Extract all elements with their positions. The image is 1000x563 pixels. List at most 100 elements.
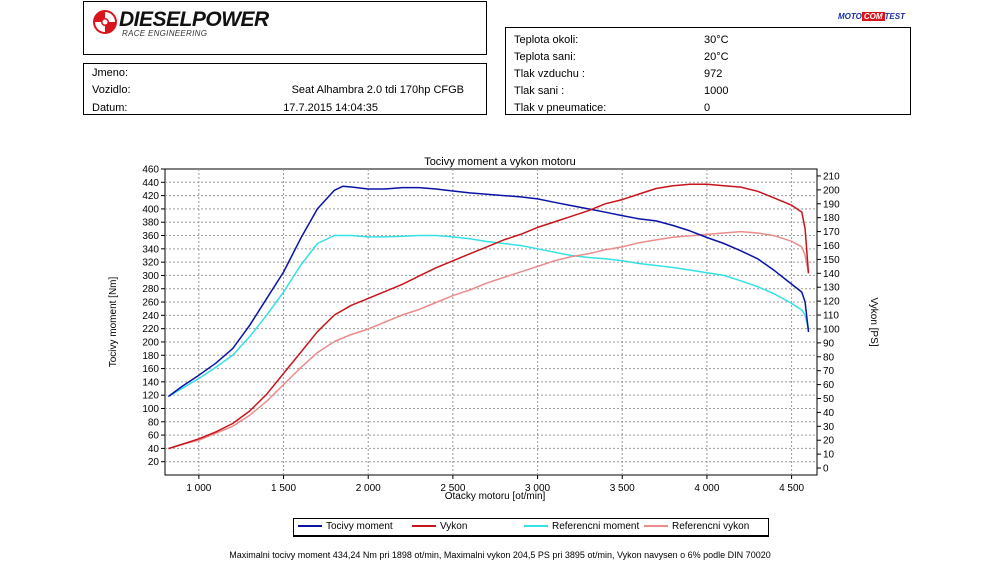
brand-subtitle: RACE ENGINEERING — [122, 29, 208, 38]
right-tick-label: 90 — [823, 338, 835, 349]
left-tick-label: 380 — [142, 218, 159, 229]
right-axis-label: Vykon [PS] — [868, 297, 879, 346]
legend-label: Referencni vykon — [672, 521, 750, 532]
date-value: 17.7.2015 14:04:35 — [283, 102, 378, 114]
left-tick-label: 420 — [142, 191, 159, 202]
legend-item-torque: Tocivy moment — [298, 521, 393, 532]
right-tick-label: 140 — [823, 269, 840, 280]
right-tick-label: 110 — [823, 311, 839, 322]
legend-swatch — [524, 525, 548, 528]
partner-logo-right: TEST — [884, 12, 905, 21]
x-tick-label: 1 500 — [271, 483, 296, 494]
right-tick-label: 130 — [823, 283, 840, 294]
x-tick-label: 2 000 — [356, 483, 381, 494]
legend-swatch — [412, 525, 436, 528]
right-tick-label: 160 — [823, 241, 840, 252]
left-tick-label: 100 — [142, 404, 159, 415]
legend-label: Tocivy moment — [326, 521, 393, 532]
left-tick-label: 140 — [142, 377, 159, 388]
right-tick-label: 210 — [823, 171, 840, 182]
max-values-summary: Maximalni tocivy moment 434,24 Nm pri 18… — [229, 550, 771, 560]
x-tick-label: 4 000 — [694, 483, 719, 494]
left-tick-label: 200 — [142, 337, 159, 348]
right-tick-label: 70 — [823, 366, 835, 377]
left-tick-label: 360 — [142, 231, 159, 242]
plot-frame — [164, 168, 818, 476]
condition-value: 972 — [704, 68, 723, 80]
condition-value: 30°C — [704, 34, 729, 46]
legend-swatch — [644, 525, 668, 528]
left-tick-label: 80 — [148, 417, 160, 428]
vehicle-value: Seat Alhambra 2.0 tdi 170hp CFGB — [291, 84, 464, 96]
right-tick-label: 20 — [823, 436, 835, 447]
conditions-panel: Teplota okoli: 30°C Teplota sani: 20°C T… — [505, 27, 911, 115]
turbo-logo-icon — [93, 10, 117, 34]
condition-label: Tlak sani : — [514, 85, 565, 97]
left-tick-label: 280 — [142, 284, 159, 295]
x-tick-label: 3 000 — [525, 483, 550, 494]
condition-label: Teplota okoli: — [514, 34, 579, 46]
partner-logo-mid: COM — [861, 12, 885, 21]
condition-value: 0 — [704, 102, 711, 114]
series-line-referencni-moment — [168, 234, 810, 398]
right-tick-label: 10 — [823, 450, 835, 461]
right-tick-label: 150 — [823, 255, 840, 266]
partner-logo-left: MOTO — [838, 12, 862, 21]
right-tick-label: 190 — [823, 199, 840, 210]
x-tick-label: 1 000 — [186, 483, 211, 494]
left-tick-label: 180 — [142, 351, 159, 362]
left-tick-label: 440 — [142, 178, 159, 189]
right-tick-label: 50 — [823, 394, 835, 405]
left-tick-label: 460 — [142, 165, 159, 176]
left-tick-label: 300 — [142, 271, 159, 282]
left-tick-label: 120 — [142, 391, 159, 402]
condition-value: 1000 — [704, 85, 729, 97]
legend-swatch — [298, 525, 322, 528]
series-lines — [167, 183, 810, 450]
left-tick-label: 40 — [148, 444, 160, 455]
left-tick-label: 220 — [142, 324, 159, 335]
right-tick-label: 0 — [823, 464, 829, 475]
x-axis-label: Otacky motoru [ot/min] — [445, 491, 546, 502]
left-tick-label: 320 — [142, 258, 159, 269]
name-label: Jmeno: — [92, 67, 129, 79]
right-tick-label: 200 — [823, 185, 840, 196]
legend-item-ref-power: Referencni vykon — [644, 521, 749, 532]
vehicle-label: Vozidlo: — [92, 84, 131, 96]
x-tick-label: 2 500 — [440, 483, 465, 494]
partner-logo: MOTO COM TEST — [838, 12, 905, 21]
series-line-referencni-vykon — [168, 230, 810, 450]
left-tick-label: 20 — [148, 457, 160, 468]
grid-lines — [165, 169, 817, 475]
left-tick-label: 60 — [148, 431, 160, 442]
condition-label: Tlak v pneumatice: — [514, 102, 607, 114]
vehicle-info-panel: Jmeno: Vozidlo: Seat Alhambra 2.0 tdi 17… — [83, 63, 487, 115]
legend-item-power: Vykon — [412, 521, 467, 532]
chart-legend: Tocivy moment Vykon Referencni moment Re… — [293, 518, 769, 537]
series-line-vykon — [168, 183, 810, 450]
legend-label: Referencni moment — [552, 521, 640, 532]
right-tick-label: 100 — [823, 324, 840, 335]
left-tick-labels: 20 40 60 80 100 120 140 160 180 200 220 240 260 280 30… — [142, 165, 165, 468]
date-label: Datum: — [92, 102, 128, 114]
legend-item-ref-torque: Referencni moment — [524, 521, 639, 532]
chart-title: Tocivy moment a vykon motoru — [424, 156, 576, 168]
right-tick-label: 180 — [823, 213, 840, 224]
x-tick-labels: 1 000 1 500 2 000 2 500 3 000 3 500 4 000 4 500 — [186, 475, 805, 494]
brand-name: DIESELPOWER — [119, 8, 269, 31]
right-tick-label: 30 — [823, 422, 835, 433]
right-tick-labels: 0 10 20 30 40 50 60 70 80 90 100 110 120 130 140 150 160… — [817, 171, 840, 475]
right-tick-label: 80 — [823, 352, 835, 363]
right-tick-label: 170 — [823, 227, 840, 238]
left-axis-label: Tocivy moment [Nm] — [108, 276, 119, 367]
right-tick-label: 120 — [823, 297, 840, 308]
right-tick-label: 60 — [823, 380, 835, 391]
condition-label: Tlak vzduchu : — [514, 68, 585, 80]
left-tick-label: 400 — [142, 204, 159, 215]
left-tick-label: 240 — [142, 311, 159, 322]
x-tick-label: 4 500 — [779, 483, 804, 494]
left-tick-label: 260 — [142, 298, 159, 309]
legend-label: Vykon — [440, 521, 468, 532]
left-tick-label: 340 — [142, 244, 159, 255]
